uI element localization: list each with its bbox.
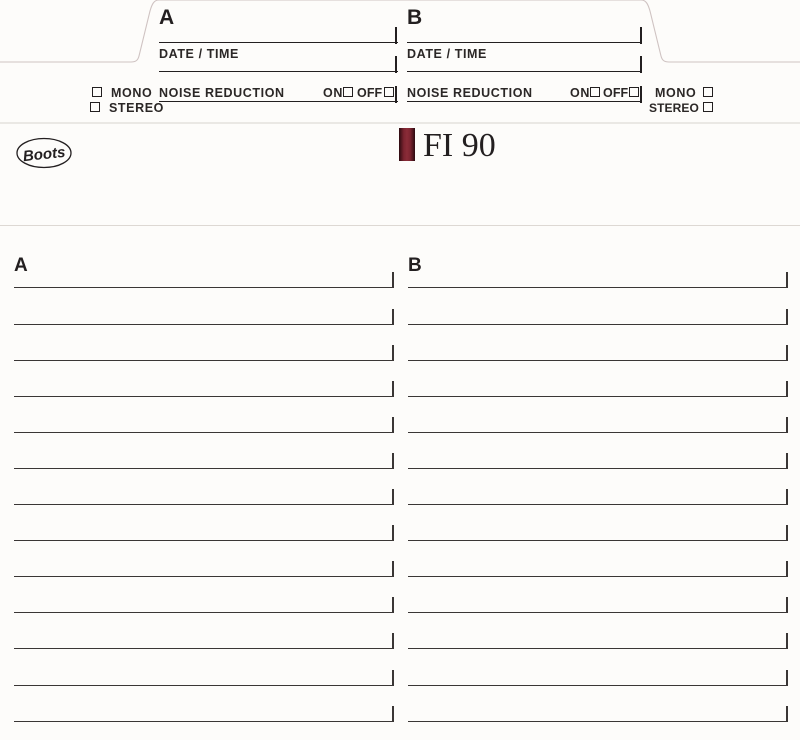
svg-text:Boots: Boots (22, 144, 66, 165)
